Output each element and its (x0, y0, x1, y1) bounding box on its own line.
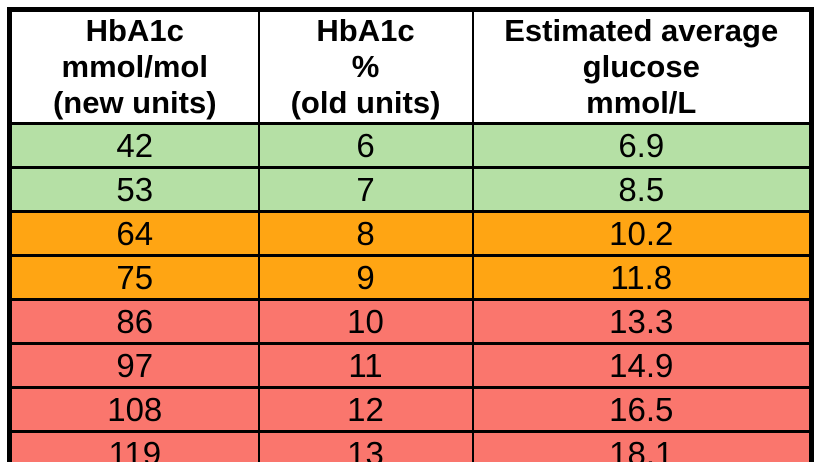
table-cell: 119 (8, 430, 260, 462)
header-line: mmol/mol (61, 49, 208, 84)
table-cell: 11 (257, 342, 474, 389)
header-cell-hba1c-mmolmol: HbA1c mmol/mol (new units) (8, 8, 260, 125)
table-cell: 6 (257, 122, 474, 169)
table-cell: 8 (257, 210, 474, 257)
table-row: 86 10 13.3 (8, 298, 813, 345)
table-cell: 16.5 (471, 386, 813, 433)
table-row: 75 9 11.8 (8, 254, 813, 301)
header-line: (new units) (52, 85, 217, 120)
table-cell: 14.9 (471, 342, 813, 389)
table-cell: 10.2 (471, 210, 813, 257)
header-line: % (351, 49, 380, 84)
table-cell: 6.9 (471, 122, 813, 169)
table-cell: 13 (257, 430, 474, 462)
table-row: 64 8 10.2 (8, 210, 813, 257)
table-cell: 9 (257, 254, 474, 301)
table-cell: 11.8 (471, 254, 813, 301)
table-row: 53 7 8.5 (8, 166, 813, 213)
table-body: 42 6 6.9 53 7 8.5 64 8 10.2 75 9 11.8 86 (8, 122, 813, 462)
header-cell-estimated-glucose: Estimated average glucose mmol/L (471, 8, 813, 125)
table-row: 97 11 14.9 (8, 342, 813, 389)
header-line: HbA1c (85, 13, 184, 48)
table-cell: 8.5 (471, 166, 813, 213)
header-line: mmol/L (586, 85, 697, 120)
table-cell: 7 (257, 166, 474, 213)
table-cell: 53 (8, 166, 260, 213)
header-line: (old units) (290, 85, 441, 120)
header-line: HbA1c (316, 13, 415, 48)
table-cell: 13.3 (471, 298, 813, 345)
hba1c-conversion-table: HbA1c mmol/mol (new units) HbA1c % (old … (7, 7, 814, 462)
table-cell: 108 (8, 386, 260, 433)
table-row: 42 6 6.9 (8, 122, 813, 169)
table-cell: 86 (8, 298, 260, 345)
table-cell: 12 (257, 386, 474, 433)
header-line: Estimated average (504, 13, 779, 48)
table-cell: 18.1 (471, 430, 813, 462)
table-cell: 75 (8, 254, 260, 301)
table-cell: 97 (8, 342, 260, 389)
header-cell-hba1c-percent: HbA1c % (old units) (257, 8, 474, 125)
header-line: glucose (582, 49, 700, 84)
table-cell: 10 (257, 298, 474, 345)
table-cell: 42 (8, 122, 260, 169)
table-row: 119 13 18.1 (8, 430, 813, 462)
header-row: HbA1c mmol/mol (new units) HbA1c % (old … (8, 8, 813, 125)
table-cell: 64 (8, 210, 260, 257)
table-header: HbA1c mmol/mol (new units) HbA1c % (old … (8, 8, 813, 125)
table-row: 108 12 16.5 (8, 386, 813, 433)
